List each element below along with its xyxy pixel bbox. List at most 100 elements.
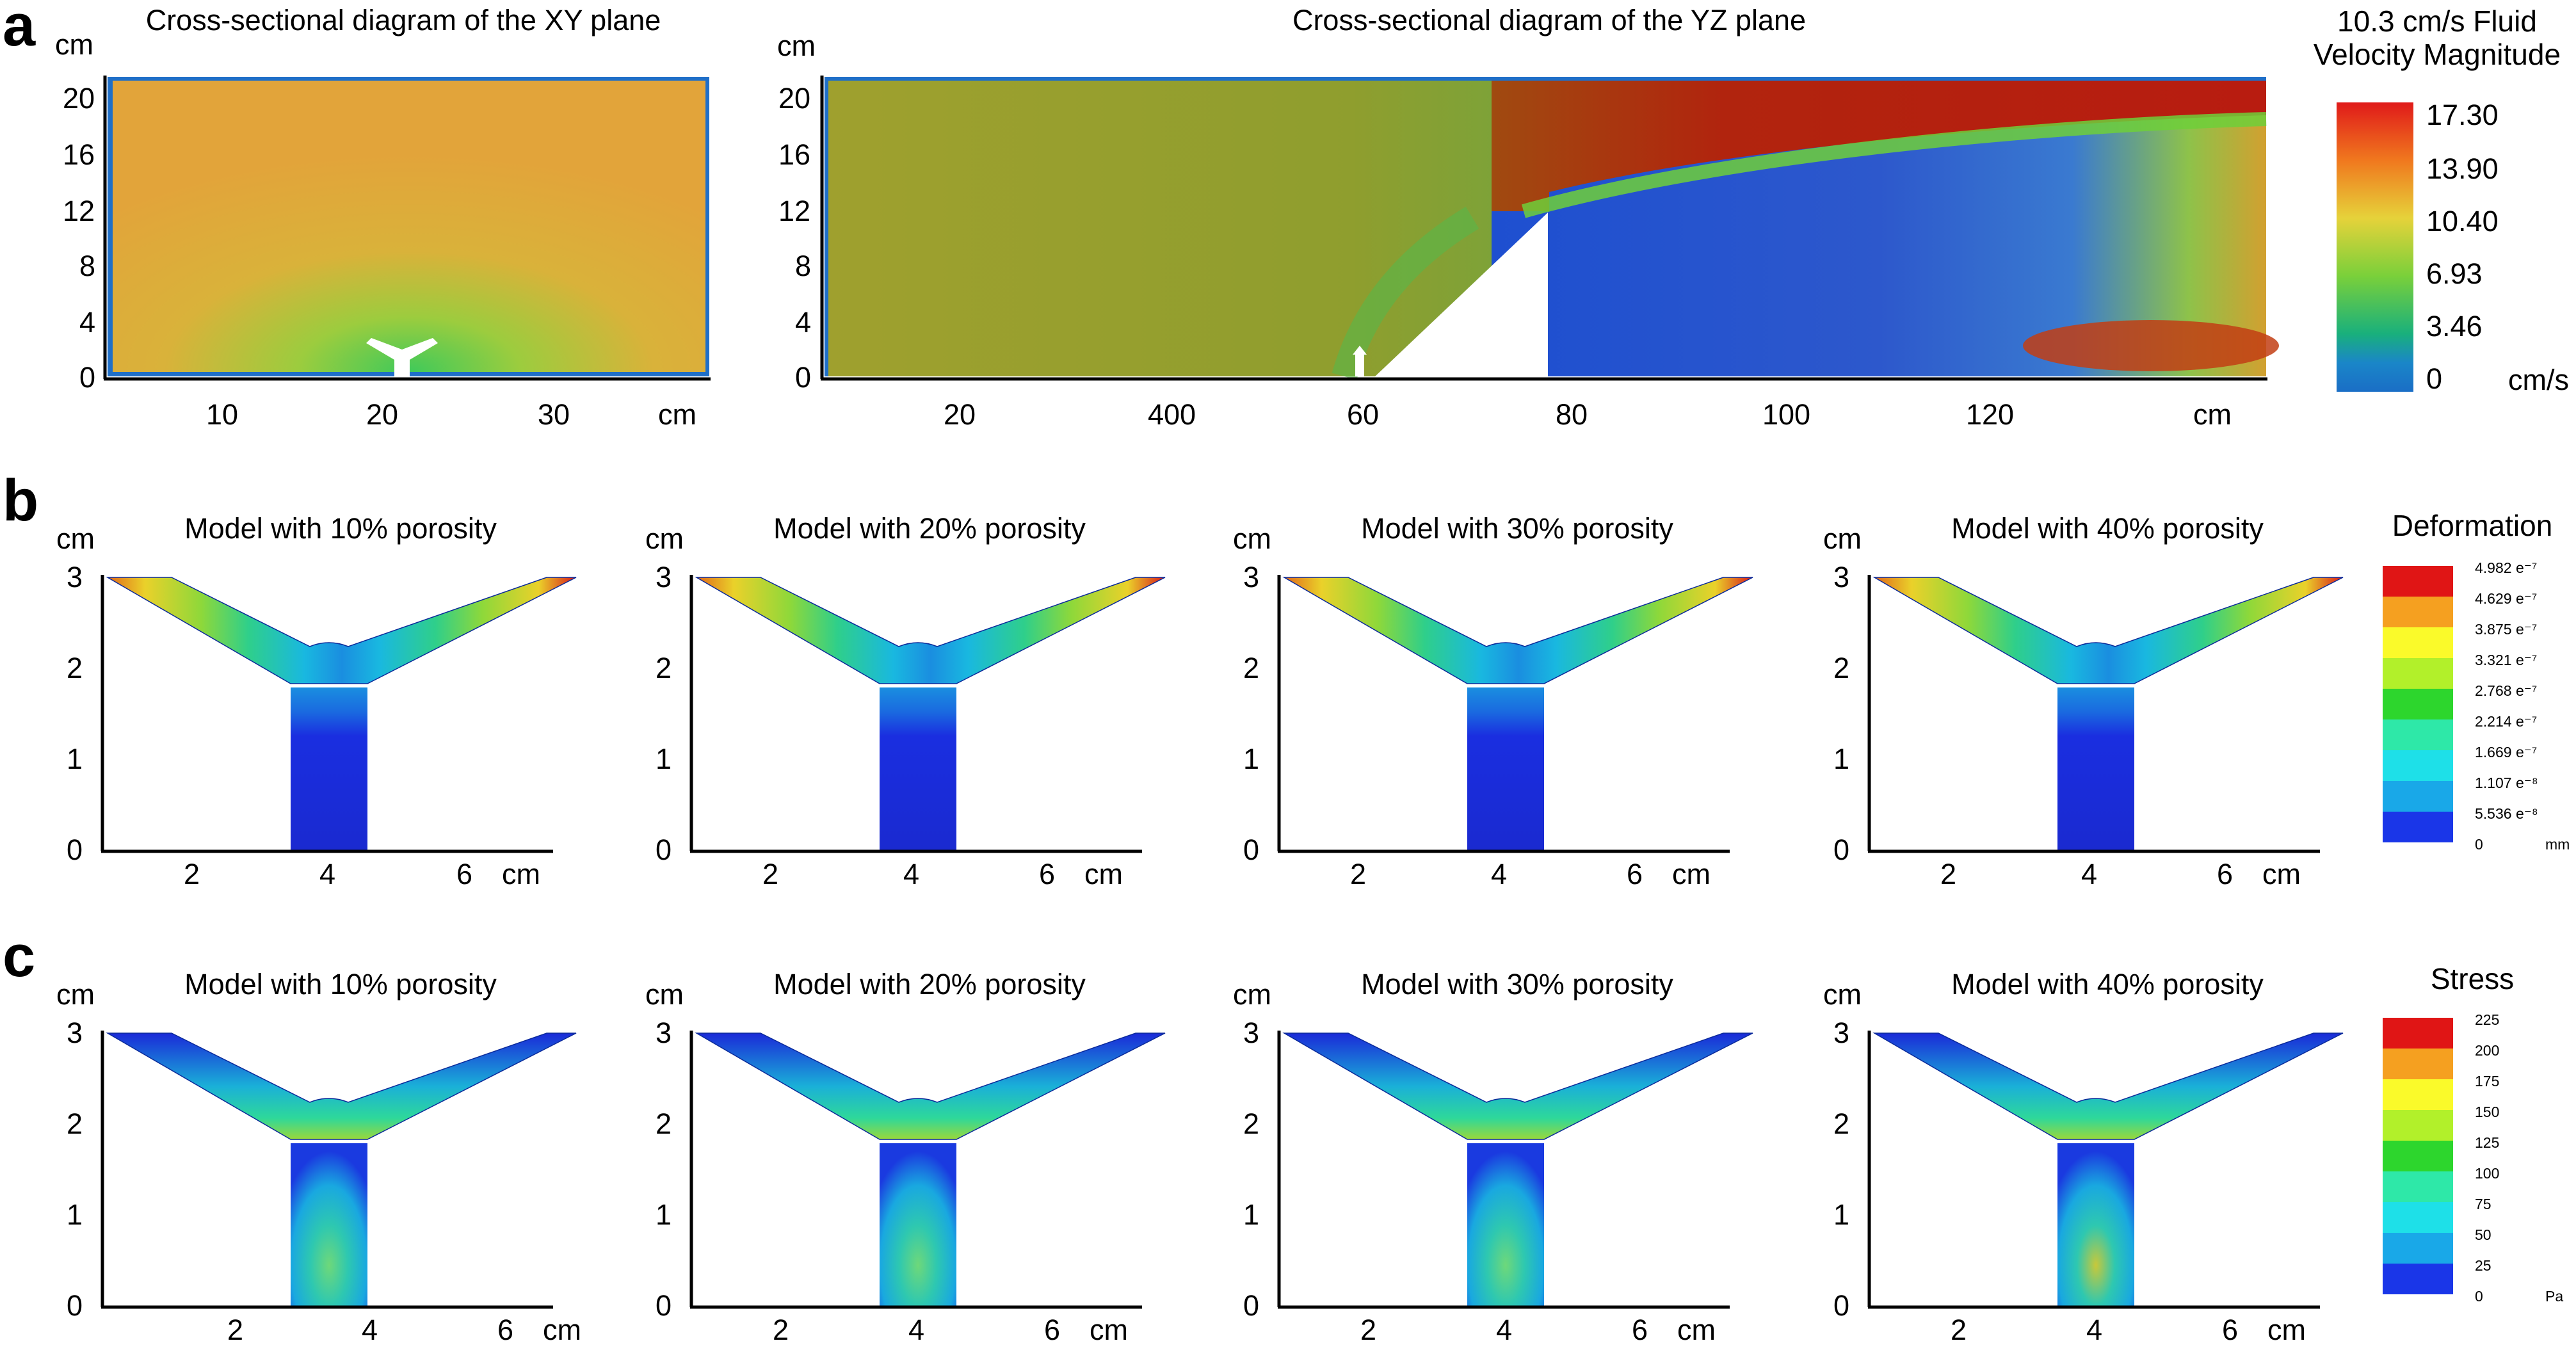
yz-x-tick-label: 80 xyxy=(1556,398,1588,431)
model-x-unit: cm xyxy=(502,858,540,890)
model-y-unit: cm xyxy=(1233,522,1271,555)
velocity-colorbar-title-line1: 10.3 cm/s Fluid xyxy=(2337,4,2537,38)
y-shaped-model xyxy=(1277,575,1753,853)
model-x-tick-label: 4 xyxy=(2086,1314,2103,1346)
model-x-tick-label: 2 xyxy=(1940,858,1957,890)
model-arms xyxy=(1282,577,1753,684)
xy-y-tick-label: 0 xyxy=(79,361,96,394)
model-y-tick-label: 3 xyxy=(1833,1016,1850,1049)
model-arms xyxy=(695,1033,1166,1140)
model-y-tick-label: 0 xyxy=(1833,1289,1850,1322)
colorbar-swatch xyxy=(2383,658,2453,689)
colorbar-swatch xyxy=(2383,1018,2453,1049)
y-shaped-model xyxy=(1867,1031,2344,1309)
model-y-tick-label: 2 xyxy=(1243,652,1260,684)
model-stem xyxy=(1467,1143,1544,1306)
colorbar-label: 0 xyxy=(2475,836,2483,853)
model-x-tick-label: 2 xyxy=(1350,858,1367,890)
model-x-tick-label: 4 xyxy=(1496,1314,1513,1346)
yz-y-tick-label: 4 xyxy=(795,306,812,339)
colorbar-swatch xyxy=(2383,597,2453,627)
colorbar-swatch xyxy=(2383,1202,2453,1233)
model-title: Model with 40% porosity xyxy=(1951,512,2264,545)
model-arms xyxy=(106,1033,577,1140)
colorbar-label: 4.629 e⁻⁷ xyxy=(2475,590,2538,607)
model-y-tick-label: 1 xyxy=(1833,743,1850,775)
model-x-tick-label: 4 xyxy=(1491,858,1508,890)
colorbar-unit: Pa xyxy=(2545,1288,2564,1305)
model-x-tick-label: 2 xyxy=(1951,1314,1967,1346)
xy-y-tick-label: 4 xyxy=(79,306,96,339)
xy-y-tick-label: 20 xyxy=(63,82,95,115)
velocity-colorbar-label: 10.40 xyxy=(2426,205,2499,237)
yz-y-unit: cm xyxy=(777,29,816,62)
model-y-tick-label: 2 xyxy=(1833,652,1850,684)
model-x-tick-label: 2 xyxy=(1360,1314,1377,1346)
model-title: Model with 40% porosity xyxy=(1951,968,2264,1000)
colorbar-unit: mm xyxy=(2545,836,2570,853)
yz-y-tick-label: 20 xyxy=(778,82,811,115)
model-x-tick-label: 6 xyxy=(1039,858,1056,890)
colorbar-label: 25 xyxy=(2475,1257,2491,1274)
model-y-unit: cm xyxy=(1823,522,1862,555)
y-shaped-model xyxy=(689,1031,1166,1309)
colorbar-label: 50 xyxy=(2475,1226,2491,1243)
model-x-unit: cm xyxy=(543,1314,581,1346)
model-y-tick-label: 0 xyxy=(656,833,672,866)
model-x-unit: cm xyxy=(1090,1314,1128,1346)
colorbar-swatches xyxy=(2383,566,2453,842)
model-title: Model with 10% porosity xyxy=(184,968,497,1000)
model-y-unit: cm xyxy=(56,522,95,555)
model-title: Model with 10% porosity xyxy=(184,512,497,545)
xy-velocity-field xyxy=(103,76,711,381)
model-y-tick-label: 0 xyxy=(67,833,83,866)
model-stem xyxy=(291,687,367,850)
model-y-tick-label: 0 xyxy=(1833,833,1850,866)
model-y-tick-label: 3 xyxy=(1243,1016,1260,1049)
model-y-tick-label: 1 xyxy=(1243,743,1260,775)
xy-y-tick-label: 12 xyxy=(63,195,95,227)
model-y-tick-label: 2 xyxy=(1833,1107,1850,1140)
colorbar-swatch xyxy=(2383,1233,2453,1264)
colorbar-swatch xyxy=(2383,627,2453,658)
velocity-colorbar-label: 17.30 xyxy=(2426,99,2499,131)
colorbar-swatches xyxy=(2383,1018,2453,1294)
model-title: Model with 30% porosity xyxy=(1361,968,1673,1000)
xy-x-tick-label: 20 xyxy=(366,398,399,431)
colorbar-swatch xyxy=(2383,1079,2453,1110)
velocity-colorbar-title-line2: Velocity Magnitude xyxy=(2313,38,2561,71)
model-stem xyxy=(1467,687,1544,850)
panel-c-letter: c xyxy=(3,924,36,989)
velocity-colorbar-unit: cm/s xyxy=(2508,364,2569,396)
y-shaped-model xyxy=(689,575,1166,853)
model-y-tick-label: 2 xyxy=(656,652,672,684)
model-stem xyxy=(880,687,956,850)
model-x-tick-label: 4 xyxy=(2081,858,2098,890)
yz-x-tick-label: 120 xyxy=(1966,398,2015,431)
colorbar-label: 5.536 e⁻⁸ xyxy=(2475,805,2538,822)
model-x-tick-label: 4 xyxy=(319,858,336,890)
colorbar-swatch xyxy=(2383,1264,2453,1294)
model-x-tick-label: 4 xyxy=(908,1314,925,1346)
colorbar-swatch xyxy=(2383,812,2453,842)
model-y-unit: cm xyxy=(645,978,684,1011)
model-y-tick-label: 3 xyxy=(67,561,83,593)
xy-y-tick-label: 16 xyxy=(63,138,95,171)
model-x-unit: cm xyxy=(1677,1314,1716,1346)
colorbar-label: 225 xyxy=(2475,1011,2500,1028)
y-shaped-model xyxy=(1867,575,2344,853)
model-y-tick-label: 1 xyxy=(1243,1198,1260,1231)
model-stem xyxy=(291,1143,367,1306)
colorbar-label: 2.214 e⁻⁷ xyxy=(2475,713,2538,730)
colorbar-swatch xyxy=(2383,1171,2453,1202)
model-arms xyxy=(1872,1033,2344,1140)
yz-y-tick-label: 0 xyxy=(795,361,812,394)
yz-x-tick-label: 20 xyxy=(944,398,976,431)
model-y-tick-label: 1 xyxy=(656,1198,672,1231)
model-x-unit: cm xyxy=(1084,858,1123,890)
velocity-colorbar xyxy=(2337,102,2413,392)
yz-plot-title: Cross-sectional diagram of the YZ plane xyxy=(1292,4,1807,36)
model-y-tick-label: 1 xyxy=(67,743,83,775)
model-stem xyxy=(2057,687,2134,850)
model-x-tick-label: 4 xyxy=(362,1314,378,1346)
